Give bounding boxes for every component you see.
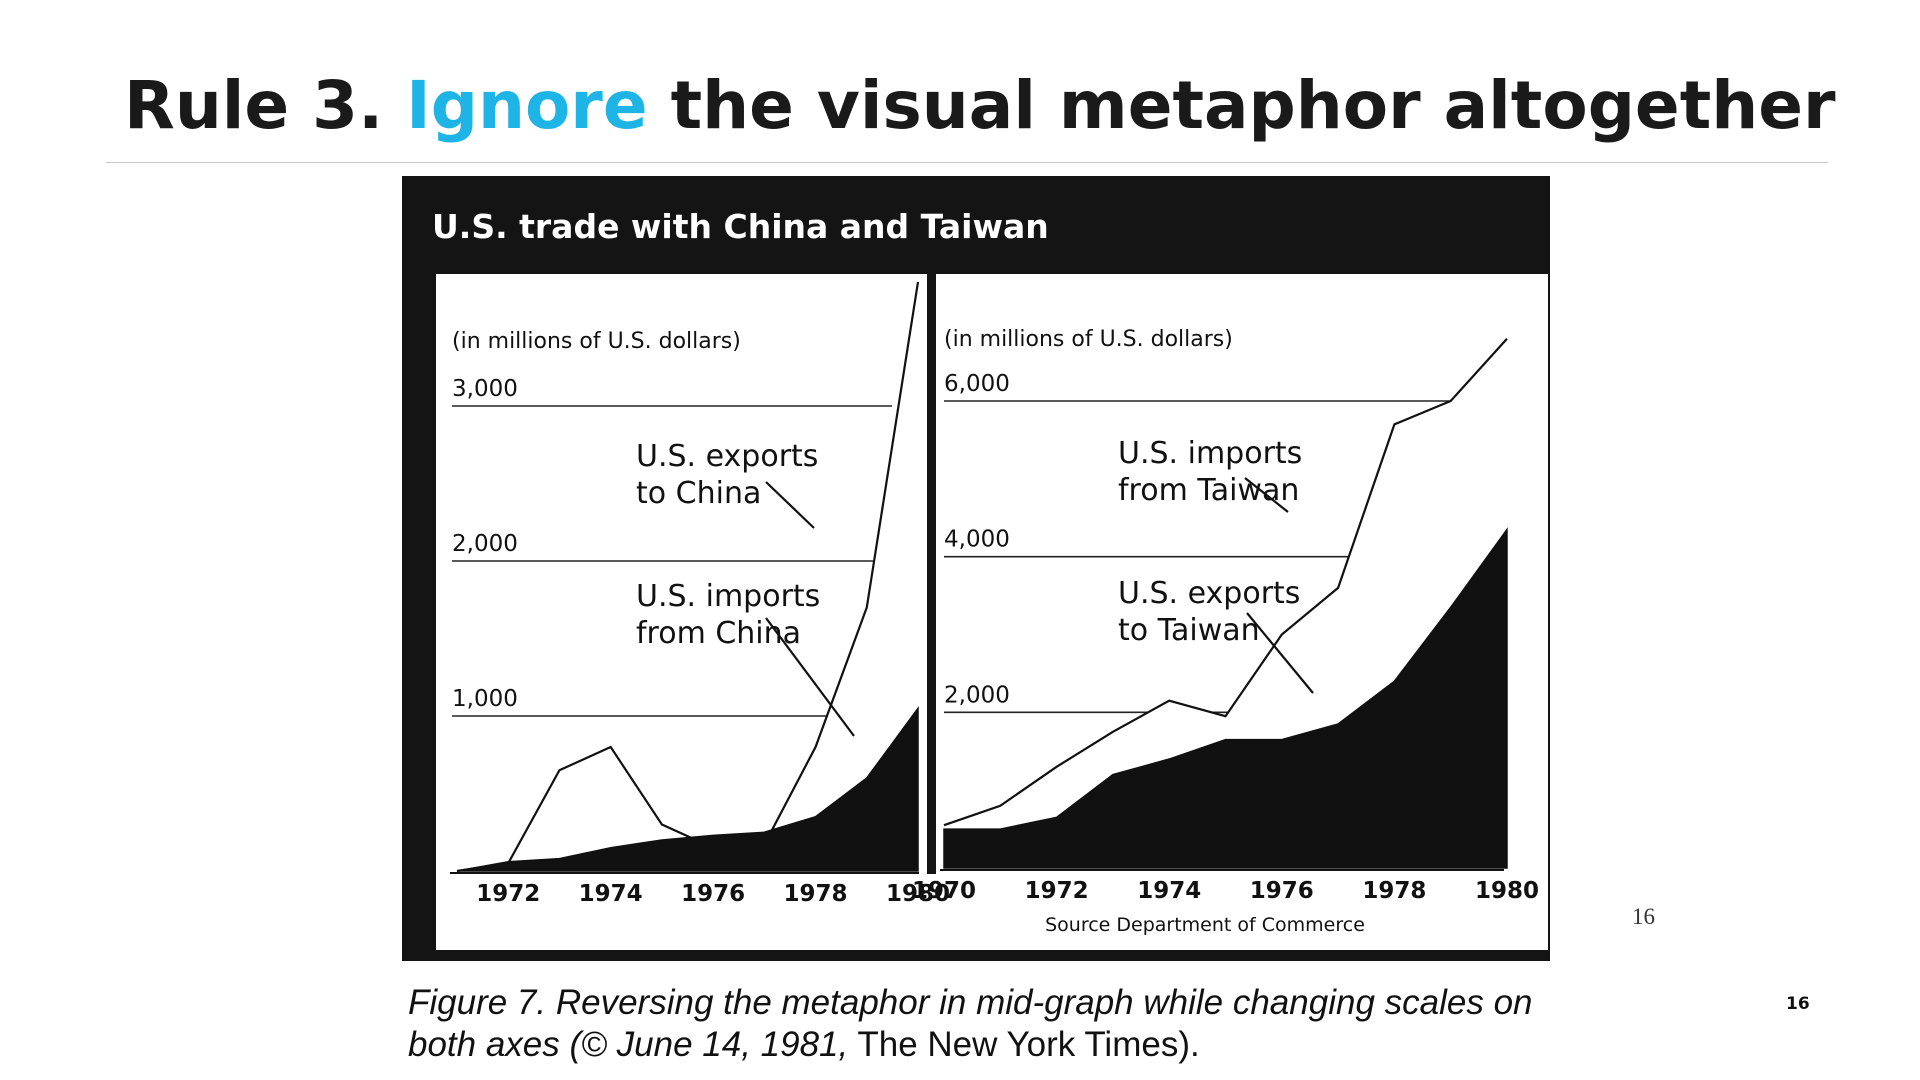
page-number: 16 xyxy=(1786,994,1810,1014)
title-highlight: Ignore xyxy=(406,67,648,144)
taiwan-ytick-6-000: 6,000 xyxy=(944,371,1010,397)
annotation-line-2: from Taiwan xyxy=(1118,473,1299,508)
leader-line-u-s-exports-to-china xyxy=(765,481,815,529)
figure-caption: Figure 7. Reversing the metaphor in mid-… xyxy=(408,982,1568,1066)
china-area-u-s-imports-from-china xyxy=(456,705,919,872)
china-xtick-1978: 1978 xyxy=(784,881,848,907)
china-unit-label: (in millions of U.S. dollars) xyxy=(452,329,741,354)
slide-note-number: 16 xyxy=(1632,904,1655,929)
figure-panel: U.S. trade with China and Taiwan (in mill… xyxy=(402,176,1550,961)
taiwan-xtick-1974: 1974 xyxy=(1137,878,1201,904)
taiwan-xtick-1980: 1980 xyxy=(1475,878,1539,904)
china-line-u-s-exports-to-china xyxy=(456,281,920,873)
leader-line-u-s-imports-from-china xyxy=(765,617,855,737)
title-suffix: the visual metaphor altogether xyxy=(647,67,1836,144)
china-ytick-2-000: 2,000 xyxy=(452,531,518,557)
leader-line-u-s-imports-from-taiwan xyxy=(1244,477,1289,513)
china-xtick-1974: 1974 xyxy=(579,881,643,907)
taiwan-xtick-1972: 1972 xyxy=(1025,878,1089,904)
annotation-line-2: from China xyxy=(636,616,801,651)
annotation-u-s-imports-from-china: U.S. imports from China xyxy=(636,579,820,651)
annotation-line-2: to Taiwan xyxy=(1118,613,1260,648)
chart-source: Source Department of Commerce xyxy=(1045,914,1365,936)
figure-title: U.S. trade with China and Taiwan xyxy=(432,207,1049,246)
annotation-u-s-exports-to-china: U.S. exports to China xyxy=(636,439,818,511)
annotation-u-s-imports-from-taiwan: U.S. imports from Taiwan xyxy=(1118,436,1302,508)
annotation-line-2: to China xyxy=(636,476,761,511)
taiwan-xtick-1970: 1970 xyxy=(912,878,976,904)
annotation-u-s-exports-to-taiwan: U.S. exports to Taiwan xyxy=(1118,576,1300,648)
taiwan-xtick-1976: 1976 xyxy=(1250,878,1314,904)
china-ytick-3-000: 3,000 xyxy=(452,376,518,402)
title-divider xyxy=(106,162,1828,163)
taiwan-ytick-4-000: 4,000 xyxy=(944,527,1010,553)
leader-line-u-s-exports-to-taiwan xyxy=(1246,612,1314,694)
title-prefix: Rule 3. xyxy=(124,67,407,144)
china-ytick-1-000: 1,000 xyxy=(452,686,518,712)
annotation-line-1: U.S. imports xyxy=(636,579,820,614)
caption-figure-label: Figure 7. xyxy=(408,983,547,1022)
caption-text-plain: The New York Times). xyxy=(848,1025,1200,1064)
china-xtick-1972: 1972 xyxy=(476,881,540,907)
taiwan-xtick-1978: 1978 xyxy=(1362,878,1426,904)
panel-divider xyxy=(927,274,936,874)
annotation-line-1: U.S. exports xyxy=(636,439,818,474)
caption-text-italic: Reversing the metaphor in mid-graph whil… xyxy=(408,983,1533,1064)
china-xtick-1976: 1976 xyxy=(681,881,745,907)
taiwan-area-u-s-exports-to-taiwan xyxy=(943,527,1508,869)
annotation-line-1: U.S. imports xyxy=(1118,436,1302,471)
taiwan-unit-label: (in millions of U.S. dollars) xyxy=(944,327,1233,352)
china-xtick-1980: 1980 xyxy=(886,881,950,907)
annotation-line-1: U.S. exports xyxy=(1118,576,1300,611)
taiwan-ytick-2-000: 2,000 xyxy=(944,682,1010,708)
trade-figure: U.S. trade with China and Taiwan (in mill… xyxy=(432,207,1548,950)
slide-title: Rule 3. Ignore the visual metaphor altog… xyxy=(124,68,1836,144)
taiwan-line-u-s-imports-from-taiwan xyxy=(943,337,1508,827)
